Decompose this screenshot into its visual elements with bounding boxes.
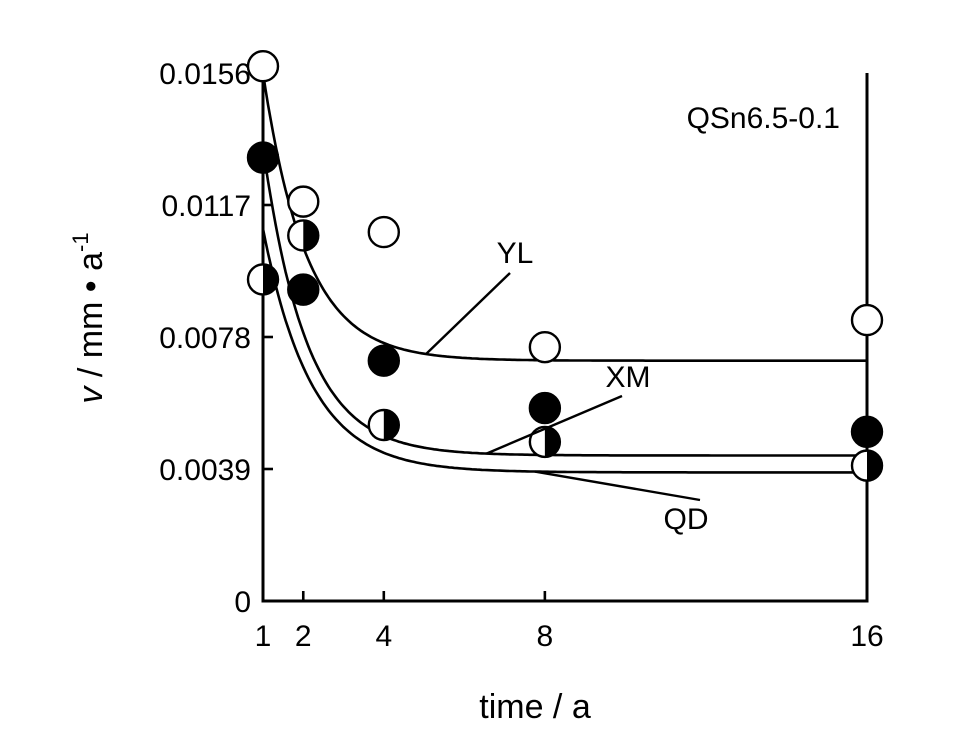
data-point-yl: [367, 215, 400, 249]
curve-label-xm: XM: [606, 361, 651, 394]
data-point-yl: [246, 50, 280, 83]
data-point-yl: [850, 303, 884, 337]
annotation-label: QSn6.5-0.1: [687, 102, 840, 135]
y-tick-label: 0.0117: [161, 190, 251, 223]
curve-leader-xm: [486, 394, 623, 455]
y-tick-label: 0.0039: [159, 454, 251, 487]
y-tick-label: 0.0156: [159, 58, 251, 91]
y-tick-label: 0: [234, 586, 251, 619]
data-point-qd: [367, 408, 400, 442]
axis-ticks: 1 2 4 8 16 0 0.0039 0.0078 0.0117 0.0156: [159, 58, 883, 653]
fit-curve-yl: [261, 72, 867, 362]
plot-frame: [261, 73, 869, 603]
data-point-xm: [528, 391, 562, 425]
x-tick-label: 2: [295, 620, 312, 653]
data-point-yl: [287, 185, 320, 218]
curve-label-yl: YL: [497, 237, 534, 270]
data-point-xm: [850, 415, 884, 448]
x-axis-title: time / a: [479, 688, 591, 726]
y-axis-unit-exponent: -1: [68, 232, 93, 252]
data-point-qd: [246, 263, 280, 296]
data-point-qd: [287, 219, 320, 252]
data-point-xm: [367, 344, 400, 377]
data-point-yl: [528, 330, 562, 364]
curve-labels: YL XM QD: [425, 237, 709, 536]
data-point-qd: [850, 449, 884, 482]
curve-label-qd: QD: [664, 503, 709, 536]
y-axis-unit: / mm • a: [72, 252, 110, 387]
y-axis-title: v / mm • a-1: [68, 232, 110, 403]
plot-border: [261, 73, 869, 603]
x-tick-label: 8: [537, 620, 554, 653]
curve-leader-qd: [534, 470, 701, 502]
x-tick-label: 16: [850, 620, 883, 653]
data-point-xm: [246, 141, 280, 174]
y-axis-symbol: v: [72, 385, 110, 404]
curve-leader-yl: [425, 272, 511, 355]
data-point-xm: [287, 273, 320, 306]
y-tick-label: 0.0078: [159, 322, 251, 355]
data-points: [246, 50, 884, 482]
fit-curve-xm: [261, 147, 867, 457]
fit-curves: [261, 72, 867, 474]
fit-curve-qd: [261, 228, 867, 474]
data-point-qd: [528, 425, 562, 459]
x-tick-label: 1: [255, 620, 272, 653]
x-tick-label: 4: [375, 620, 392, 653]
